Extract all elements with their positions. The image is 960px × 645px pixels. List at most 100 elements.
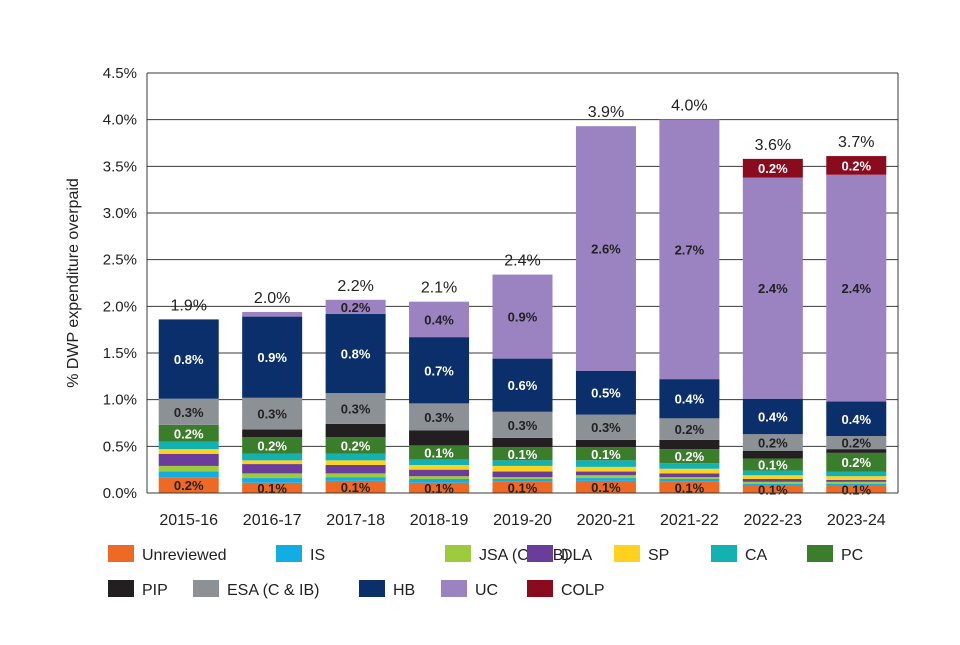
data-label: 2.4%	[841, 281, 871, 296]
data-label: 0.1%	[591, 480, 621, 495]
bar-segment	[742, 481, 803, 484]
legend-label: JSA (C & IB)	[479, 547, 569, 564]
data-label: 0.3%	[174, 405, 204, 420]
legend-label: COLP	[561, 582, 605, 599]
bar-total-label: 2.0%	[254, 290, 290, 307]
bar-segment	[409, 403, 470, 431]
legend-swatch	[359, 580, 385, 597]
bar-segment	[492, 274, 553, 359]
x-tick-label: 2019-20	[493, 512, 552, 529]
bar-segment	[242, 478, 303, 483]
bar-segment	[826, 481, 887, 484]
bar-total-label: 1.9%	[170, 297, 206, 314]
bar-segment	[325, 453, 386, 461]
bar-segment	[242, 316, 303, 398]
x-tick-label: 2016-17	[243, 512, 302, 529]
bar-total-label: 4.0%	[671, 98, 707, 115]
bar-segment	[242, 464, 303, 474]
data-label: 0.4%	[758, 409, 788, 424]
bar-segment	[826, 156, 887, 175]
legend-swatch	[711, 545, 737, 562]
bar-segment	[826, 485, 887, 493]
legend-label: Unreviewed	[142, 547, 226, 564]
bar-segment	[158, 453, 219, 466]
bar-segment	[742, 177, 803, 399]
bar-segment	[659, 119, 720, 380]
bar-segment	[492, 471, 553, 478]
y-tick-label: 4.0%	[103, 112, 137, 129]
bar-segment	[742, 458, 803, 471]
data-label: 0.8%	[174, 352, 204, 367]
y-tick-label: 1.0%	[103, 392, 137, 409]
bar-segment	[409, 301, 470, 338]
y-axis-label: % DWP expenditure overpaid	[65, 178, 82, 388]
bar-segment	[409, 482, 470, 493]
bar-total-label: 3.9%	[588, 104, 624, 121]
bar-segment	[158, 477, 219, 493]
bar-segment	[659, 439, 720, 450]
data-label: 0.4%	[841, 412, 871, 427]
bar-segment	[325, 473, 386, 478]
data-label: 0.3%	[341, 402, 371, 417]
data-label: 0.2%	[841, 158, 871, 173]
bar-segment	[492, 411, 553, 438]
bar-segment	[409, 476, 470, 479]
x-tick-label: 2017-18	[326, 512, 385, 529]
bar-segment	[575, 475, 636, 479]
data-label: 0.1%	[758, 482, 788, 497]
x-tick-label: 2023-24	[827, 512, 886, 529]
bar-segment	[742, 479, 803, 482]
data-label: 0.2%	[174, 478, 204, 493]
bar-segment	[742, 158, 803, 178]
legend-swatch	[445, 545, 471, 562]
data-label: 0.7%	[424, 363, 454, 378]
bar-segment	[659, 463, 720, 469]
bar-segment	[242, 460, 303, 465]
data-label: 0.8%	[341, 346, 371, 361]
legend-swatch	[108, 580, 134, 597]
bar-segment	[826, 483, 887, 486]
bar-segment	[742, 475, 803, 479]
bar-segment	[659, 468, 720, 474]
data-label: 0.3%	[591, 420, 621, 435]
data-label: 0.1%	[591, 447, 621, 462]
bar-total-label: 2.4%	[504, 253, 540, 270]
bar-segment	[659, 449, 720, 464]
bar-segment	[575, 370, 636, 415]
bar-segment	[659, 479, 720, 482]
legend-swatch	[108, 545, 134, 562]
data-label: 0.2%	[841, 436, 871, 451]
bar-segment	[158, 465, 219, 472]
bar-segment	[242, 311, 303, 317]
bar-segment	[742, 483, 803, 486]
data-label: 2.4%	[758, 281, 788, 296]
legend-swatch	[276, 545, 302, 562]
bar-segment	[158, 424, 219, 442]
legend-label: IS	[310, 547, 325, 564]
bar-segment	[575, 414, 636, 440]
legend-swatch	[441, 580, 467, 597]
bar-segment	[409, 479, 470, 483]
bar-segment	[575, 126, 636, 371]
bar-total-label: 2.1%	[421, 280, 457, 297]
bar-segment	[492, 479, 553, 482]
y-tick-label: 0.5%	[103, 438, 137, 455]
bar-segment	[659, 473, 720, 478]
data-label: 0.1%	[424, 445, 454, 460]
bar-segment	[325, 313, 386, 394]
x-tick-label: 2022-23	[743, 512, 802, 529]
data-label: 0.3%	[257, 407, 287, 422]
bar-segment	[325, 393, 386, 424]
bar-total-label: 3.7%	[838, 134, 874, 151]
bar-segment	[742, 398, 803, 435]
bar-segment	[826, 174, 887, 402]
bar-segment	[826, 436, 887, 450]
bar-segment	[158, 441, 219, 450]
bar-segment	[242, 397, 303, 430]
data-label: 0.1%	[341, 480, 371, 495]
y-tick-label: 0.0%	[103, 485, 137, 502]
legend-swatch	[614, 545, 640, 562]
legend-label: HB	[393, 582, 415, 599]
bar-segment	[409, 459, 470, 465]
